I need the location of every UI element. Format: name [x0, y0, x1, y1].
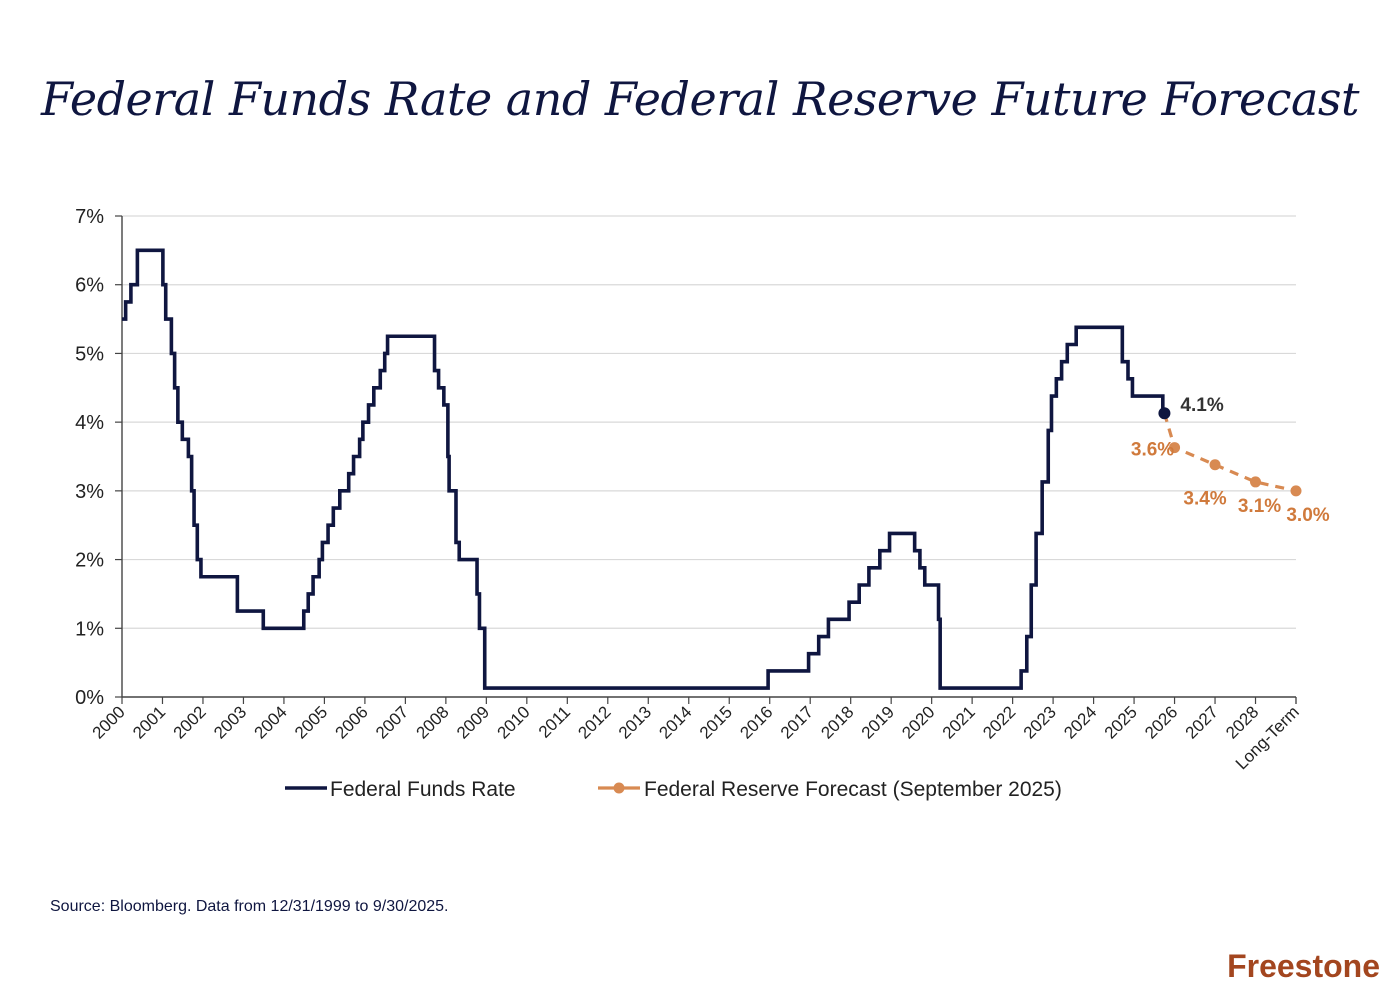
forecast-point: [1290, 485, 1302, 497]
x-tick-label: 2007: [372, 702, 412, 742]
legend: Federal Funds Rate Federal Reserve Foreca…: [285, 778, 1062, 801]
y-tick-label: 3%: [75, 481, 104, 503]
x-tick-label: 2023: [1020, 702, 1060, 742]
x-tick-label: 2020: [898, 702, 938, 742]
x-tick-label: 2011: [535, 702, 574, 741]
x-tick-label: 2021: [939, 702, 979, 742]
forecast-data-label: 3.6%: [1131, 440, 1174, 461]
series-line-federal-funds-rate: [122, 248, 1165, 690]
ffr-end-label: 4.1%: [1180, 395, 1223, 416]
x-tick-label: 2025: [1101, 702, 1141, 742]
source-note: Source: Bloomberg. Data from 12/31/1999 …: [50, 898, 449, 915]
y-tick-label: 2%: [75, 550, 104, 572]
forecast-data-label: 3.1%: [1238, 496, 1281, 517]
x-tick-label: 2004: [251, 702, 291, 742]
x-tick-label: 2027: [1182, 702, 1222, 742]
x-tick-label: 2002: [170, 702, 210, 742]
x-tick-label: 2015: [696, 702, 736, 742]
grid-lines: [122, 215, 1296, 629]
x-tick-label: 2016: [736, 702, 776, 742]
y-tick-label: 7%: [75, 206, 104, 228]
forecast-point: [1209, 459, 1221, 471]
ffr-end-point: [1158, 407, 1171, 420]
x-tick-label: 2001: [129, 702, 169, 742]
x-tick-label: 2010: [493, 702, 533, 742]
x-tick-label: 2024: [1060, 702, 1100, 742]
x-tick-label: 2005: [291, 702, 331, 742]
x-axis: 2000 2001 2002 2003 2004 2005 2006 2007 2008 2009…: [89, 696, 1303, 773]
x-tick-label: 2017: [777, 702, 817, 742]
series-group: 3.6% 3.4% 3.1% 3.0% 4.1%: [122, 248, 1330, 690]
x-tick-label: 2014: [655, 702, 695, 742]
x-tick-label: 2003: [210, 702, 250, 742]
x-tick-label: 2026: [1141, 702, 1181, 742]
forecast-point: [1250, 476, 1262, 488]
y-tick-label: 5%: [75, 343, 104, 365]
forecast-data-label: 3.0%: [1286, 505, 1329, 526]
legend-marker-fed-forecast: [613, 782, 625, 794]
y-tick-label: 4%: [75, 412, 104, 434]
x-tick-label: 2008: [413, 702, 453, 742]
y-tick-label: 0%: [75, 687, 104, 709]
x-tick-label: 2009: [453, 702, 493, 742]
legend-label-federal-funds-rate: Federal Funds Rate: [330, 778, 516, 801]
series-line-fed-forecast: [1162, 412, 1297, 493]
freestone-logo: Freestone: [1227, 948, 1380, 984]
legend-label-fed-forecast: Federal Reserve Forecast (September 2025…: [644, 778, 1062, 801]
x-tick-label: 2019: [858, 702, 898, 742]
forecast-data-label: 3.4%: [1183, 489, 1226, 510]
forecast-point: [1169, 442, 1181, 454]
y-axis-ticks: 0% 1% 2% 3% 4% 5% 6% 7%: [75, 206, 123, 709]
chart-title: Federal Funds Rate and Federal Reserve F…: [40, 72, 1360, 126]
y-tick-label: 6%: [75, 275, 104, 297]
x-tick-label: 2018: [817, 702, 857, 742]
y-tick-label: 1%: [75, 618, 104, 640]
x-tick-label: 2012: [574, 702, 614, 742]
x-tick-label: 2022: [979, 702, 1019, 742]
x-tick-label: 2006: [332, 702, 372, 742]
x-tick-label: 2013: [615, 702, 655, 742]
